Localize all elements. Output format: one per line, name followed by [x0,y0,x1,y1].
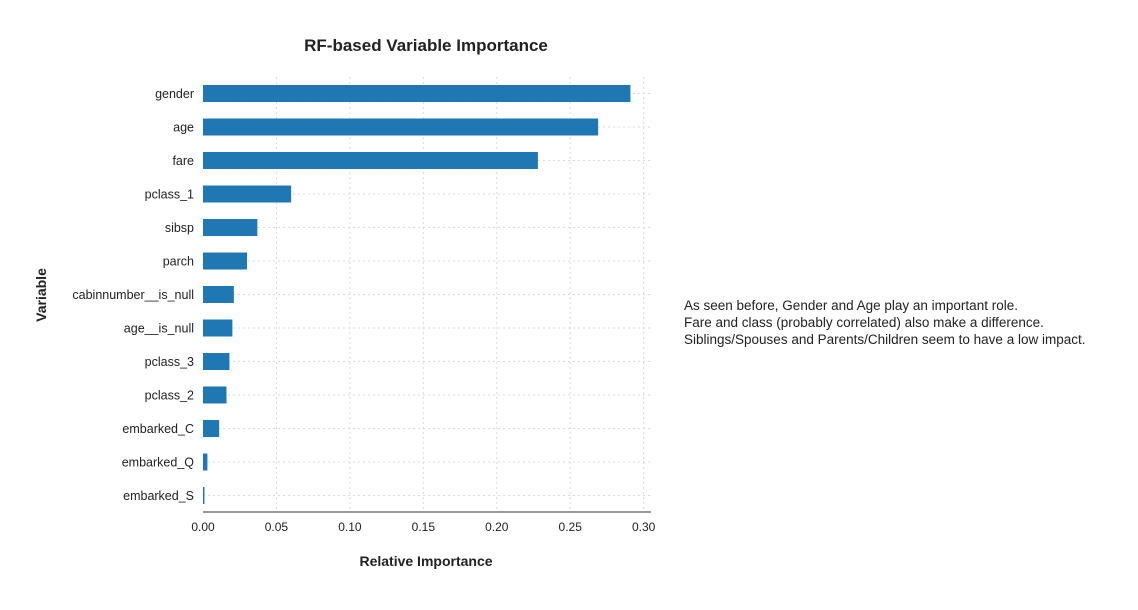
x-tick-label: 0.10 [338,520,362,534]
bar-embarked_Q [203,453,208,471]
category-label: sibsp [165,221,194,235]
bar-parch [203,252,248,270]
y-axis-label: Variable [33,268,49,322]
category-label: pclass_2 [145,389,194,403]
annotation-line: Siblings/Spouses and Parents/Children se… [684,332,1086,347]
bar-pclass_2 [203,386,227,404]
category-label: embarked_S [123,489,194,503]
category-label: age__is_null [124,322,194,336]
bar-sibsp [203,219,258,236]
bar-fare [203,152,538,169]
bar-pclass_1 [203,185,292,203]
x-axis-label: Relative Importance [359,553,492,569]
category-label: pclass_3 [145,355,194,369]
category-label: age [173,121,194,135]
bar-age__is_null [203,319,233,337]
annotation-line: As seen before, Gender and Age play an i… [684,298,1018,313]
bars [203,85,631,504]
x-tick-label: 0.20 [485,520,509,534]
bar-age [203,118,599,136]
category-label: pclass_1 [145,188,194,202]
x-tick-label: 0.00 [191,520,215,534]
category-label: fare [172,154,194,168]
bar-gender [203,85,631,102]
chart-title: RF-based Variable Importance [304,36,548,55]
category-label: gender [155,87,194,101]
bar-embarked_C [203,420,220,437]
x-tick-label: 0.30 [632,520,656,534]
x-tick-label: 0.15 [412,520,436,534]
grid-lines [203,77,651,512]
bar-embarked_S [203,487,205,504]
category-label: cabinnumber__is_null [72,288,194,302]
category-label: embarked_C [122,422,194,436]
x-tick-labels: 0.00 0.05 0.10 0.15 0.20 0.25 0.30 [191,520,655,534]
x-tick-label: 0.25 [559,520,583,534]
category-label: parch [163,255,194,269]
bar-cabinnumber__is_null [203,286,234,303]
annotation-text: As seen before, Gender and Age play an i… [684,297,1124,348]
bar-pclass_3 [203,353,230,370]
x-tick-label: 0.05 [265,520,289,534]
annotation-line: Fare and class (probably correlated) als… [684,315,1044,330]
category-label: embarked_Q [122,456,195,470]
